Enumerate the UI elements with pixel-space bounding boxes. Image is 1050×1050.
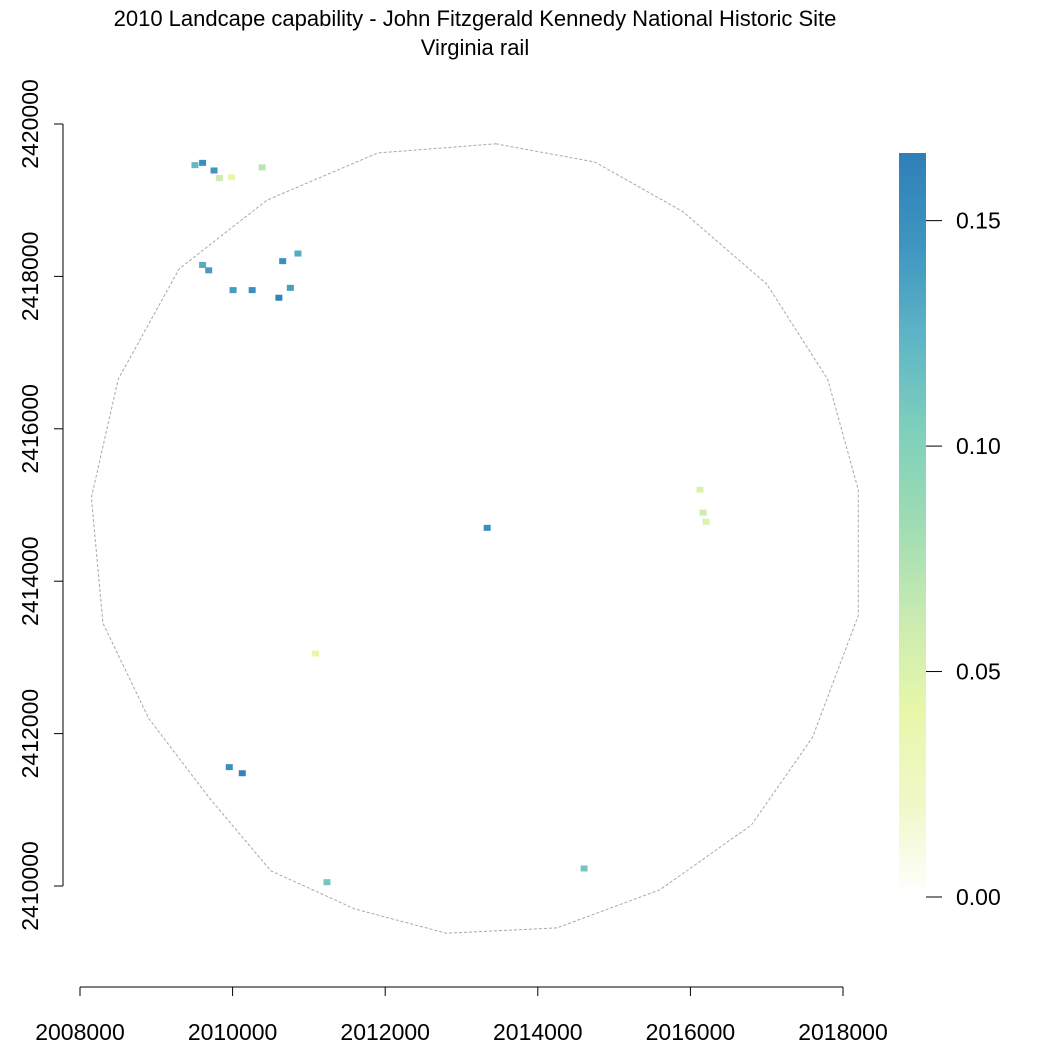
capability-patch (702, 518, 710, 525)
legend-tick-label: 0.05 (956, 659, 1001, 685)
capability-patch (248, 287, 256, 294)
capability-patches-layer (191, 159, 710, 886)
capability-patch (312, 650, 320, 657)
x-tick-label: 2016000 (646, 1019, 736, 1045)
capability-patch (215, 175, 223, 182)
capability-patch (229, 287, 237, 294)
x-tick-label: 2018000 (798, 1019, 888, 1045)
y-axis: 2410000 2412000 2414000 2416000 2418000 24200… (17, 79, 64, 931)
capability-patch (483, 524, 491, 531)
y-tick-label: 2418000 (17, 232, 43, 322)
capability-patch (199, 261, 207, 268)
legend-tick-label: 0.10 (956, 433, 1001, 459)
map-subtitle: Virginia rail (420, 35, 530, 60)
x-tick-label: 2014000 (493, 1019, 583, 1045)
capability-patch (275, 294, 283, 301)
x-tick-label: 2012000 (340, 1019, 430, 1045)
park-boundary (90, 143, 859, 934)
capability-patch (225, 764, 233, 771)
capability-patch (696, 486, 704, 493)
capability-patch (294, 250, 302, 257)
capability-patch (205, 267, 213, 274)
capability-patch (210, 167, 218, 174)
legend-color-bar (899, 153, 926, 897)
y-tick-label: 2410000 (17, 841, 43, 931)
capability-patch (199, 159, 207, 166)
y-tick-label: 2416000 (17, 384, 43, 474)
capability-patch (228, 174, 236, 181)
y-tick-label: 2414000 (17, 536, 43, 626)
capability-patch (238, 770, 246, 777)
park-boundary-layer (90, 143, 859, 934)
x-tick-label: 2010000 (188, 1019, 278, 1045)
capability-patch (699, 509, 707, 516)
capability-patch (580, 865, 588, 872)
legend-tick-label: 0.00 (956, 884, 1001, 910)
capability-patch (191, 162, 199, 169)
legend-tick-label: 0.15 (956, 208, 1001, 234)
x-tick-label: 2008000 (35, 1019, 125, 1045)
y-tick-label: 2420000 (17, 79, 43, 169)
capability-patch (258, 164, 266, 171)
capability-patch (323, 879, 331, 886)
capability-patch (286, 284, 294, 291)
color-legend: 0.00 0.05 0.10 0.15 (899, 153, 1001, 910)
map-title: 2010 Landcape capability - John Fitzgera… (113, 6, 837, 31)
capability-patch (279, 258, 287, 265)
x-axis: 2008000 2010000 2012000 2014000 2016000 20180… (35, 986, 888, 1045)
y-tick-label: 2412000 (17, 689, 43, 779)
